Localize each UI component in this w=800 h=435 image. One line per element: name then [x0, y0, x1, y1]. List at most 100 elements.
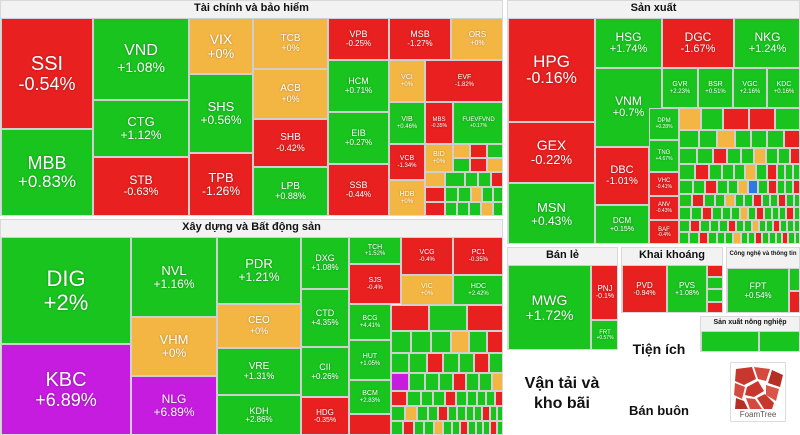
small-tile[interactable] — [467, 391, 477, 406]
small-tile[interactable] — [409, 373, 425, 391]
small-tile[interactable] — [777, 180, 785, 194]
small-tile[interactable] — [679, 130, 699, 148]
small-tile[interactable] — [755, 232, 762, 243]
small-tile[interactable] — [451, 331, 469, 353]
small-tile[interactable] — [457, 202, 469, 215]
tile-vic[interactable]: VIC +0% — [401, 275, 453, 305]
small-tile[interactable] — [759, 220, 766, 232]
small-tile[interactable] — [468, 421, 476, 434]
tile-mbs[interactable]: MBS -0.35% — [425, 102, 453, 144]
tile-pvd[interactable]: PVD -0.94% — [622, 265, 667, 312]
small-tile[interactable] — [741, 232, 748, 243]
small-tile[interactable] — [490, 421, 497, 434]
small-tile[interactable] — [453, 144, 470, 158]
tile-dcm[interactable]: DCM +0.15% — [595, 205, 649, 243]
small-tile[interactable] — [427, 353, 443, 373]
small-tile[interactable] — [734, 164, 745, 180]
small-tile[interactable] — [782, 232, 788, 243]
small-tile[interactable] — [481, 202, 493, 215]
small-tile[interactable] — [710, 220, 719, 232]
small-tile[interactable] — [391, 373, 409, 391]
small-tile[interactable] — [349, 414, 391, 434]
small-tile[interactable] — [762, 194, 770, 207]
small-tile[interactable] — [789, 291, 799, 312]
small-tile[interactable] — [764, 207, 772, 220]
small-tile[interactable] — [780, 220, 787, 232]
sector-finance[interactable]: Tài chính và bảo hiểm SSI -0.54% MBB +0.… — [0, 0, 503, 216]
small-tile[interactable] — [483, 421, 490, 434]
tile-vhc[interactable]: VHC -0.41% — [649, 172, 679, 196]
small-tile[interactable] — [490, 406, 497, 421]
small-tile[interactable] — [707, 277, 722, 289]
tile-hut[interactable]: HUT +1.05% — [349, 340, 391, 380]
small-tile[interactable] — [733, 232, 741, 243]
small-tile[interactable] — [443, 353, 459, 373]
small-tile[interactable] — [756, 164, 767, 180]
small-tile[interactable] — [679, 180, 693, 194]
tile-lpb[interactable]: LPB +0.88% — [253, 167, 328, 215]
tile-stb[interactable]: STB -0.63% — [93, 157, 189, 215]
tile-ors[interactable]: ORS +0% — [451, 18, 502, 60]
small-tile[interactable] — [717, 232, 725, 243]
sector-mining[interactable]: Khai khoáng PVD -0.94% PVS +1.08% — [621, 247, 723, 313]
small-tile[interactable] — [766, 220, 773, 232]
tile-gex[interactable]: GEX -0.22% — [508, 122, 595, 183]
tile-cii[interactable]: CII +0.26% — [301, 347, 349, 397]
small-tile[interactable] — [456, 391, 467, 406]
tile-tcb[interactable]: TCB +0% — [253, 18, 328, 69]
small-tile[interactable] — [740, 207, 748, 220]
small-tile[interactable] — [786, 194, 794, 207]
small-tile[interactable] — [679, 108, 701, 130]
small-tile[interactable] — [445, 391, 456, 406]
tile-nkg[interactable]: NKG +1.24% — [734, 18, 799, 68]
small-tile[interactable] — [425, 187, 445, 202]
small-tile[interactable] — [693, 180, 705, 194]
small-tile[interactable] — [695, 164, 709, 180]
small-tile[interactable] — [477, 391, 486, 406]
small-tile[interactable] — [417, 406, 428, 421]
small-tile[interactable] — [445, 187, 458, 202]
tile-frt[interactable]: FRT +0.57% — [591, 320, 617, 349]
small-tile[interactable] — [445, 202, 457, 215]
tile-anv[interactable]: ANV -0.43% — [649, 196, 679, 220]
small-tile[interactable] — [773, 220, 780, 232]
small-tile[interactable] — [776, 232, 782, 243]
sector-retail[interactable]: Bán lẻ MWG +1.72% PNJ -0.1% FRT +0.57% — [507, 247, 618, 350]
tile-acb[interactable]: ACB +0% — [253, 69, 328, 119]
tile-dig[interactable]: DIG +2% — [1, 237, 131, 344]
tile-dpm[interactable]: DPM +0.28% — [649, 108, 679, 140]
small-tile[interactable] — [469, 331, 487, 353]
tile-nvl[interactable]: NVL +1.16% — [131, 237, 217, 317]
tile-hcm[interactable]: HCM +0.71% — [328, 60, 389, 112]
small-tile[interactable] — [749, 108, 775, 130]
tile-dbc[interactable]: DBC -1.01% — [595, 147, 649, 205]
small-tile[interactable] — [762, 232, 769, 243]
small-tile[interactable] — [745, 164, 756, 180]
small-tile[interactable] — [786, 207, 794, 220]
small-tile[interactable] — [779, 207, 786, 220]
small-tile[interactable] — [453, 373, 466, 391]
sector-production[interactable]: Sản xuất HPG -0.16% GEX -0.22% MSN +0.43… — [507, 0, 800, 244]
small-tile[interactable] — [793, 164, 799, 180]
small-tile[interactable] — [788, 232, 795, 243]
tile-vix[interactable]: VIX +0% — [189, 18, 253, 74]
tile-mwg[interactable]: MWG +1.72% — [508, 265, 591, 349]
small-tile[interactable] — [691, 207, 702, 220]
tile-vpb[interactable]: VPB -0.25% — [328, 18, 389, 60]
small-tile[interactable] — [752, 220, 759, 232]
small-tile[interactable] — [728, 180, 738, 194]
small-tile[interactable] — [465, 172, 478, 187]
tile-vgc[interactable]: VGC +2.16% — [733, 68, 767, 108]
sector-transport[interactable]: Vận tải và kho bãi — [507, 353, 617, 435]
small-tile[interactable] — [445, 172, 465, 187]
tile-msb[interactable]: MSB -1.27% — [389, 18, 451, 60]
small-tile[interactable] — [431, 331, 451, 353]
small-tile[interactable] — [424, 421, 434, 434]
small-tile[interactable] — [495, 391, 502, 406]
tile-vcg[interactable]: VCG -0.4% — [401, 237, 453, 275]
small-tile[interactable] — [767, 164, 777, 180]
tile-pc1[interactable]: PC1 -0.35% — [453, 237, 502, 275]
sector-wholesale[interactable]: Bán buôn — [621, 385, 697, 435]
small-tile[interactable] — [466, 373, 479, 391]
small-tile[interactable] — [452, 421, 460, 434]
